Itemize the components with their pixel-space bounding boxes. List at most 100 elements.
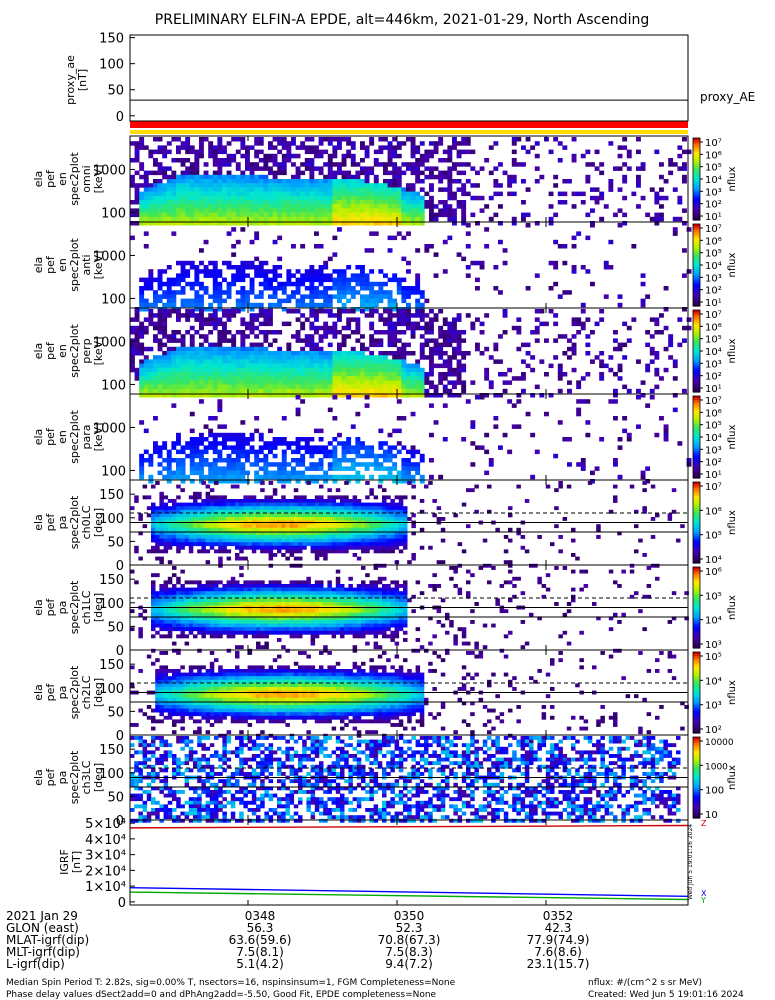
- spectrogram-bin: [176, 317, 181, 322]
- spectrogram-bin: [147, 549, 152, 553]
- spectrogram-bin: [549, 364, 554, 369]
- spectrogram-bin: [429, 330, 434, 335]
- spectrogram-bin: [158, 317, 163, 322]
- spectrogram-bin: [194, 213, 199, 218]
- spectrogram-bin: [332, 269, 337, 274]
- spectrogram-bin: [190, 389, 195, 394]
- spectrogram-bin: [181, 196, 186, 201]
- spectrogram-bin: [181, 334, 186, 339]
- spectrogram-bin: [282, 441, 287, 446]
- spectrogram-bin: [378, 429, 383, 434]
- spectrogram-bin: [461, 338, 466, 343]
- spectrogram-bin: [383, 351, 388, 356]
- spectrogram-bin: [189, 513, 194, 517]
- spectrogram-bin: [411, 204, 416, 209]
- spectrogram-bin: [158, 462, 163, 467]
- spectrogram-bin: [493, 343, 498, 348]
- spectrogram-bin: [342, 162, 347, 167]
- spectrogram-bin: [378, 299, 383, 304]
- spectrogram-bin: [622, 416, 627, 421]
- spectrogram-bin: [365, 171, 370, 176]
- spectrogram-bin: [443, 204, 448, 209]
- spectrogram-bin: [239, 513, 244, 517]
- spectrogram-bin: [306, 517, 311, 521]
- spectrogram-bin: [406, 294, 411, 299]
- spectrogram-bin: [447, 166, 452, 171]
- spectrogram-bin: [167, 150, 172, 155]
- spectrogram-bin: [475, 286, 480, 291]
- spectrogram-bin: [158, 338, 163, 343]
- spectrogram-bin: [277, 196, 282, 201]
- spectrogram-bin: [346, 317, 351, 322]
- spectrogram-bin: [300, 213, 305, 218]
- spectrogram-bin: [217, 175, 222, 180]
- spectrogram-bin: [673, 217, 678, 222]
- spectrogram-bin: [365, 196, 370, 201]
- spectrogram-bin: [305, 192, 310, 197]
- spectrogram-bin: [231, 252, 236, 257]
- spectrogram-bin: [332, 355, 337, 360]
- spectrogram-bin: [319, 437, 324, 442]
- spectrogram-bin: [351, 376, 356, 381]
- spectrogram-bin: [328, 389, 333, 394]
- spectrogram-bin: [553, 240, 558, 245]
- spectrogram-bin: [641, 166, 646, 171]
- spectrogram-bin: [390, 503, 395, 507]
- spectrogram-bin: [342, 179, 347, 184]
- spectrogram-bin: [268, 282, 273, 287]
- spectrogram-bin: [268, 368, 273, 373]
- spectrogram-bin: [236, 213, 241, 218]
- spectrogram-bin: [512, 179, 517, 184]
- spectrogram-bin: [162, 150, 167, 155]
- spectrogram-bin: [489, 217, 494, 222]
- spectrogram-bin: [530, 330, 535, 335]
- spectrogram-bin: [535, 166, 540, 171]
- spectrogram-bin: [259, 183, 264, 188]
- spectrogram-bin: [153, 359, 158, 364]
- spectrogram-bin: [306, 535, 311, 539]
- spectrogram-bin: [401, 380, 406, 385]
- spectrogram-bin: [388, 290, 393, 295]
- spectrogram-bin: [263, 187, 268, 192]
- spectrogram-bin: [168, 546, 173, 550]
- spectrogram-bin: [217, 317, 222, 322]
- spectrogram-bin: [572, 368, 577, 373]
- spectrogram-bin: [346, 175, 351, 180]
- spectrogram-bin: [259, 282, 264, 287]
- spectrogram-bin: [470, 462, 475, 467]
- spectrogram-bin: [328, 204, 333, 209]
- spectrogram-bin: [273, 445, 278, 450]
- spectrogram-bin: [222, 368, 227, 373]
- spectrogram-bin: [213, 204, 218, 209]
- spectrogram-bin: [252, 503, 256, 507]
- spectrogram-bin: [199, 475, 204, 480]
- spectrogram-bin: [213, 416, 218, 421]
- spectrogram-bin: [420, 303, 425, 308]
- spectrogram-bin: [222, 380, 227, 385]
- spectrogram-bin: [294, 506, 299, 510]
- spectrogram-bin: [319, 445, 324, 450]
- spectrogram-bin: [167, 265, 172, 270]
- spectrogram-bin: [296, 359, 301, 364]
- spectrogram-bin: [222, 183, 227, 188]
- spectrogram-bin: [319, 499, 324, 503]
- spectrogram-bin: [374, 542, 379, 546]
- spectrogram-bin: [604, 261, 609, 266]
- spectrogram-bin: [323, 351, 328, 356]
- spectrogram-bin: [167, 364, 172, 369]
- spectrogram-bin: [315, 535, 320, 539]
- spectrogram-bin: [214, 542, 219, 546]
- spectrogram-bin: [378, 364, 383, 369]
- spectrogram-bin: [227, 196, 232, 201]
- spectrogram-bin: [162, 290, 167, 295]
- spectrogram-bin: [210, 542, 215, 546]
- spectrogram-bin: [176, 145, 181, 150]
- spectrogram-bin: [171, 445, 176, 450]
- spectrogram-bin: [314, 368, 319, 373]
- spectrogram-bin: [236, 179, 241, 184]
- spectrogram-bin: [480, 330, 485, 335]
- spectrogram-bin: [512, 326, 517, 331]
- spectrogram-bin: [218, 524, 223, 528]
- spectrogram-bin: [392, 137, 397, 142]
- spectrogram-bin: [158, 273, 163, 278]
